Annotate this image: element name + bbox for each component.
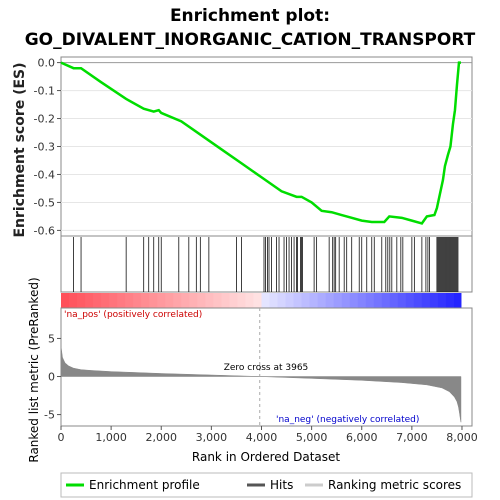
pos-correlated-label: 'na_pos' (positively correlated) bbox=[64, 310, 202, 320]
legend-item-enrichment: Enrichment profile bbox=[66, 478, 200, 492]
rank-band-segment bbox=[405, 293, 415, 308]
rank-band-segment bbox=[389, 293, 399, 308]
rank-band-segment bbox=[285, 293, 295, 308]
rank-band-segment bbox=[445, 293, 455, 308]
es-y-ticks: 0.0 -0.1 -0.2 -0.3 -0.4 -0.5 -0.6 bbox=[34, 57, 61, 237]
rank-band-segment bbox=[85, 293, 94, 308]
rank-band-segment bbox=[205, 293, 214, 308]
rank-color-band bbox=[61, 293, 462, 308]
rank-band-segment bbox=[221, 293, 230, 308]
rank-band-segment bbox=[373, 293, 383, 308]
x-tick-label: 5,000 bbox=[296, 431, 328, 444]
rank-band-segment bbox=[349, 293, 359, 308]
es-tick-label: -0.1 bbox=[34, 85, 55, 98]
metric-y-ticks: 5 0 -5 bbox=[44, 332, 61, 422]
chart-title-line1: Enrichment plot: bbox=[170, 6, 330, 26]
es-tick-label: -0.5 bbox=[34, 196, 55, 209]
metric-tick-label: 0 bbox=[48, 371, 55, 384]
es-line bbox=[60, 61, 461, 225]
es-tick-label: -0.6 bbox=[34, 224, 55, 237]
es-gridlines bbox=[61, 62, 472, 231]
x-tick-label: 8,000 bbox=[446, 431, 478, 444]
zero-cross-label: Zero cross at 3965 bbox=[224, 363, 309, 373]
rank-band-segment bbox=[61, 293, 70, 308]
rank-band-segment bbox=[333, 293, 343, 308]
rank-band-segment bbox=[133, 293, 142, 308]
metric-y-axis-label: Ranked list metric (PreRanked) bbox=[27, 277, 41, 462]
legend-label-metric: Ranking metric scores bbox=[328, 478, 461, 492]
es-tick-label: -0.3 bbox=[34, 141, 55, 154]
chart-title-line2: GO_DIVALENT_INORGANIC_CATION_TRANSPORT bbox=[25, 30, 476, 50]
legend-box bbox=[60, 472, 473, 498]
rank-band-segment bbox=[269, 293, 279, 308]
rank-band-segment bbox=[253, 293, 262, 308]
neg-correlated-label: 'na_neg' (negatively correlated) bbox=[276, 415, 419, 425]
rank-band-segment bbox=[453, 293, 462, 308]
rank-band-segment bbox=[141, 293, 150, 308]
x-tick-label: 6,000 bbox=[346, 431, 378, 444]
legend-label-hits: Hits bbox=[270, 478, 293, 492]
legend-item-hits: Hits bbox=[247, 478, 293, 492]
rank-band-segment bbox=[341, 293, 351, 308]
rank-band-segment bbox=[157, 293, 166, 308]
rank-band-segment bbox=[421, 293, 431, 308]
rank-band-segment bbox=[229, 293, 238, 308]
rank-band-segment bbox=[69, 293, 78, 308]
rank-band-segment bbox=[309, 293, 319, 308]
rank-band-segment bbox=[413, 293, 423, 308]
rank-band-segment bbox=[125, 293, 134, 308]
x-tick-label: 3,000 bbox=[196, 431, 228, 444]
rank-band-segment bbox=[197, 293, 206, 308]
metric-tick-label: -5 bbox=[44, 409, 55, 422]
x-tick-label: 1,000 bbox=[95, 431, 127, 444]
rank-band-segment bbox=[109, 293, 118, 308]
rank-band-segment bbox=[173, 293, 182, 308]
x-tick-label: 0 bbox=[58, 431, 65, 444]
es-y-axis-label: Enrichment score (ES) bbox=[12, 62, 28, 237]
rank-band-segment bbox=[117, 293, 126, 308]
metric-area bbox=[60, 346, 462, 423]
es-tick-label: -0.4 bbox=[34, 168, 55, 181]
metric-tick-label: 5 bbox=[48, 332, 55, 345]
rank-band-segment bbox=[149, 293, 158, 308]
rank-band-segment bbox=[293, 293, 303, 308]
hit-marks bbox=[73, 237, 459, 292]
x-tick-label: 2,000 bbox=[145, 431, 177, 444]
rank-band-segment bbox=[165, 293, 174, 308]
rank-band-segment bbox=[213, 293, 222, 308]
rank-band-segment bbox=[93, 293, 102, 308]
metric-plot-area bbox=[60, 307, 473, 427]
x-tick-label: 4,000 bbox=[246, 431, 278, 444]
rank-band-segment bbox=[357, 293, 367, 308]
rank-band-segment bbox=[277, 293, 287, 308]
rank-band-segment bbox=[437, 293, 447, 308]
rank-band-segment bbox=[101, 293, 110, 308]
rank-band-segment bbox=[181, 293, 190, 308]
rank-band-segment bbox=[317, 293, 327, 308]
rank-band-segment bbox=[77, 293, 86, 308]
rank-band-segment bbox=[189, 293, 198, 308]
es-tick-label: -0.2 bbox=[34, 113, 55, 126]
rank-band-segment bbox=[261, 293, 271, 308]
rank-band-segment bbox=[237, 293, 246, 308]
x-axis-ticks: 0 1,000 2,000 3,000 4,000 5,000 6,000 7,000 8,00… bbox=[58, 426, 478, 444]
rank-band-segment bbox=[381, 293, 391, 308]
es-line-group bbox=[60, 61, 461, 225]
rank-band-segment bbox=[429, 293, 439, 308]
rank-band-segment bbox=[397, 293, 407, 308]
x-axis-label: Rank in Ordered Dataset bbox=[192, 450, 340, 464]
hits-panel bbox=[60, 235, 473, 293]
rank-band-segment bbox=[245, 293, 254, 308]
es-tick-label: 0.0 bbox=[38, 57, 56, 70]
x-tick-label: 7,000 bbox=[396, 431, 428, 444]
rank-band-segment bbox=[325, 293, 335, 308]
legend-label-enrichment: Enrichment profile bbox=[89, 478, 200, 492]
legend-item-metric: Ranking metric scores bbox=[305, 478, 461, 492]
rank-band-segment bbox=[365, 293, 375, 308]
metric-area-group bbox=[60, 308, 462, 426]
rank-band-segment bbox=[301, 293, 311, 308]
